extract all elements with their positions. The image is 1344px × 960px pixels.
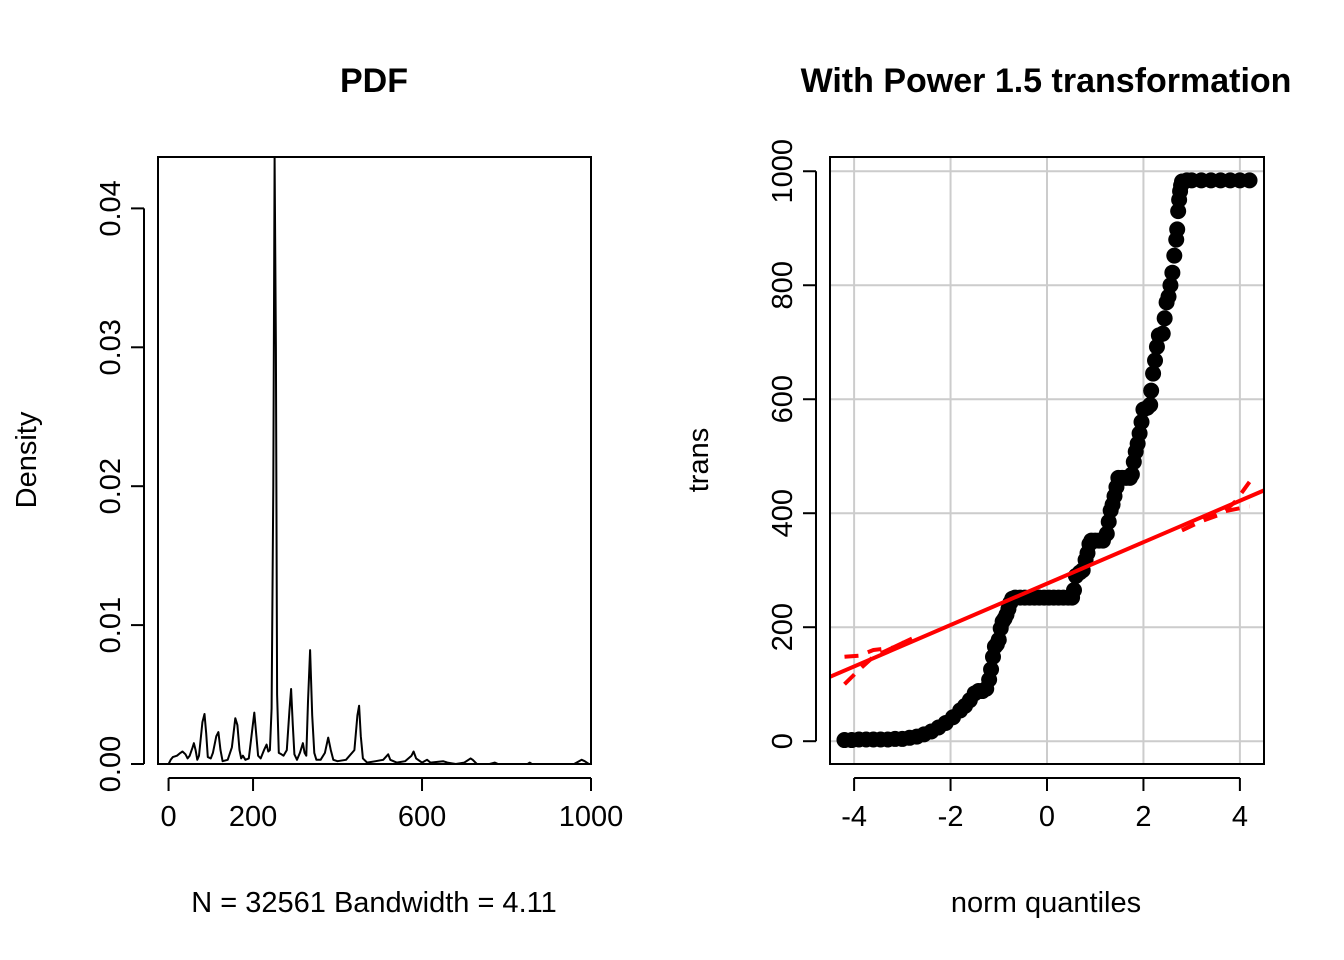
qq-point [1147, 352, 1164, 369]
qq-point [1156, 310, 1173, 327]
x-tick-label: 600 [398, 801, 446, 833]
qq-x-axis: -4 -2 0 2 4 [841, 777, 1248, 833]
qq-point [1145, 365, 1162, 382]
pdf-title: PDF [340, 62, 408, 100]
pdf-x-axis: 0 200 600 1000 [160, 777, 624, 833]
qq-grid [830, 157, 1264, 764]
y-tick-label: 0 [767, 733, 799, 749]
confidence-band-line [844, 636, 913, 659]
qq-point [1142, 396, 1159, 413]
qq-plot-area [830, 172, 1264, 749]
qq-point [1098, 525, 1115, 542]
qq-point [1133, 414, 1150, 431]
x-tick-label: -2 [938, 801, 964, 833]
x-tick-label: 1000 [559, 801, 624, 833]
confidence-band-line [843, 636, 913, 686]
reference-line [830, 488, 1264, 679]
qq-point [1166, 247, 1183, 264]
y-tick-label: 600 [767, 375, 799, 423]
plot-body [166, 157, 590, 764]
y-tick-label: 1000 [767, 139, 799, 204]
qq-panel: With Power 1.5 transformation -4 -2 0 2 4 0 2… [683, 62, 1291, 919]
x-tick-label: 0 [160, 801, 176, 833]
pdf-panel: PDF 0 200 600 1000 0.00 0.01 0.02 0.03 0.04 N =… [11, 62, 623, 919]
y-tick-label: 0.00 [95, 736, 127, 792]
x-tick-label: -4 [841, 801, 867, 833]
qq-point [1154, 325, 1171, 342]
qq-point [983, 661, 1000, 678]
pdf-plot-area [166, 157, 590, 764]
x-tick-label: 2 [1135, 801, 1151, 833]
plot-body [830, 172, 1264, 749]
qq-point [1143, 382, 1160, 399]
qq-point [1241, 172, 1258, 189]
qq-x-label: norm quantiles [951, 887, 1141, 919]
y-tick-label: 0.04 [95, 180, 127, 236]
pdf-plot-frame [157, 156, 592, 765]
qq-plot-frame [829, 156, 1265, 765]
y-tick-label: 800 [767, 261, 799, 309]
qq-y-label: trans [683, 428, 715, 492]
y-tick-label: 0.01 [95, 597, 127, 653]
density-line [166, 157, 590, 764]
qq-point [1066, 582, 1083, 599]
x-tick-label: 200 [229, 801, 277, 833]
x-tick-label: 4 [1232, 801, 1248, 833]
y-tick-label: 0.03 [95, 319, 127, 375]
qq-point [1164, 264, 1181, 281]
y-tick-label: 0.02 [95, 458, 127, 514]
y-tick-label: 400 [767, 489, 799, 537]
qq-point [1123, 466, 1140, 483]
qq-point [1162, 277, 1179, 294]
qq-title: With Power 1.5 transformation [801, 62, 1292, 100]
pdf-x-label: N = 32561 Bandwidth = 4.11 [191, 887, 556, 919]
qq-point [1169, 221, 1186, 238]
x-tick-label: 0 [1039, 801, 1055, 833]
pdf-y-label: Density [11, 411, 43, 508]
qq-y-axis: 0 200 400 600 800 1000 [767, 139, 817, 749]
pdf-y-axis: 0.00 0.01 0.02 0.03 0.04 [95, 180, 145, 792]
y-tick-label: 200 [767, 603, 799, 651]
